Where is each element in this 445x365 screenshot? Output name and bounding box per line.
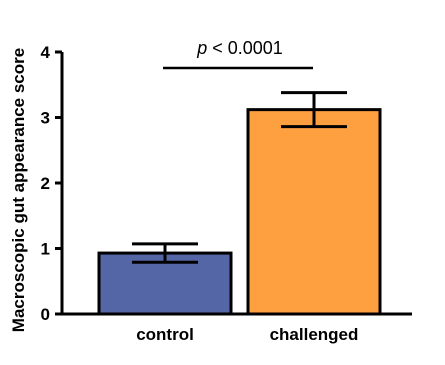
significance-annotation: p < 0.0001: [163, 38, 313, 70]
x-category-label: challenged: [270, 325, 359, 344]
y-tick-label: 1: [41, 240, 50, 259]
bar-challenged: [246, 108, 382, 316]
y-tick-label: 2: [41, 174, 50, 193]
x-axis-labels: control challenged: [136, 325, 358, 344]
y-tick-label: 3: [41, 109, 50, 128]
p-value-label: p < 0.0001: [196, 38, 283, 58]
y-tick-label: 0: [41, 305, 50, 324]
bars: [97, 108, 382, 316]
y-axis-ticks: 0 1 2 3 4: [41, 43, 62, 324]
x-category-label: control: [136, 325, 194, 344]
error-bars: [132, 91, 347, 264]
y-tick-label: 4: [41, 43, 51, 62]
y-axis-title: Macroscopic gut appearance score: [9, 48, 28, 332]
